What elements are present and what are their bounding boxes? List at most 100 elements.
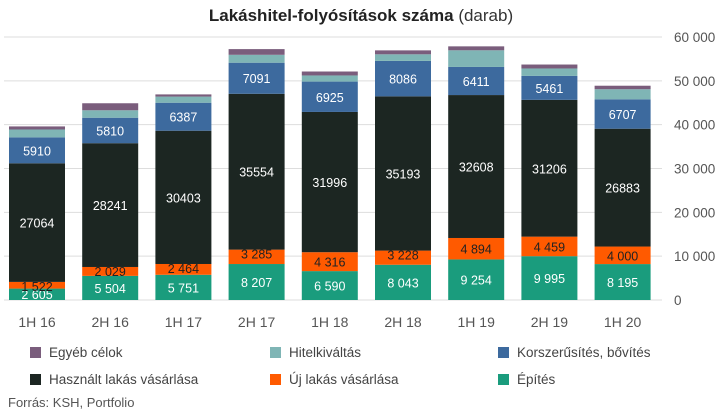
data-label: 35193	[386, 167, 421, 181]
bar-segment	[521, 75, 578, 100]
x-tick-label: 1H 18	[311, 314, 349, 330]
chart-title: Lakáshitel-folyósítások száma (darab)	[0, 6, 722, 26]
legend-swatch	[30, 374, 41, 385]
data-label: 35554	[239, 166, 274, 180]
bar-segment	[228, 62, 285, 94]
bar-segment	[301, 71, 358, 76]
legend-item: Építés	[498, 372, 555, 387]
bar-segment	[594, 99, 651, 129]
bar-segment	[594, 128, 651, 247]
data-label: 5 504	[95, 282, 126, 296]
bar-segment	[301, 75, 358, 82]
legend-label: Korszerűsítés, bővítés	[517, 345, 651, 360]
bar-segment	[82, 275, 139, 300]
legend-label: Használt lakás vásárlása	[49, 372, 199, 387]
y-tick-label: 40 000	[674, 118, 715, 133]
data-label: 4 316	[314, 256, 345, 270]
bar-segment	[375, 54, 431, 61]
data-label: 6411	[463, 75, 490, 89]
data-label: 3 285	[241, 248, 272, 262]
legend-swatch	[270, 374, 281, 385]
y-tick-label: 50 000	[674, 74, 715, 89]
data-label: 5910	[23, 144, 51, 158]
source-note: Forrás: KSH, Portfolio	[8, 395, 135, 410]
data-label: 28241	[93, 199, 128, 213]
bar-segment	[228, 49, 285, 55]
bar-segment	[228, 93, 285, 250]
data-label: 7091	[243, 72, 271, 86]
legend-label: Építés	[517, 372, 556, 387]
bar-segment	[228, 54, 285, 63]
y-tick-label: 30 000	[674, 162, 715, 177]
y-tick-label: 20 000	[674, 205, 715, 220]
chart-title-unit: (darab)	[458, 6, 514, 25]
data-label: 26883	[605, 182, 640, 196]
bars	[9, 46, 651, 300]
axes: 0 10 000 20 000 30 000 40 000 50 000 60 000 1H …	[18, 30, 715, 330]
bar-segment	[375, 264, 431, 300]
bar-segment	[375, 250, 431, 265]
data-label: 3 228	[387, 249, 418, 263]
bar-segment	[155, 94, 212, 97]
bar-segment	[82, 117, 139, 144]
bar-segment	[521, 64, 578, 69]
bar-segment	[9, 137, 65, 164]
data-label: 4 459	[534, 240, 565, 254]
bar-segment	[594, 89, 651, 100]
data-label: 2 464	[168, 262, 199, 276]
legend-item: Korszerűsítés, bővítés	[498, 345, 651, 360]
bar-segment	[9, 129, 65, 138]
chart-title-main: Lakáshitel-folyósítások száma	[208, 6, 454, 25]
legend-item: Hitelkiváltás	[270, 345, 361, 360]
bar-segment	[375, 96, 431, 251]
bar-segment	[375, 60, 431, 97]
bar-segment	[521, 236, 578, 257]
bar-segment	[448, 95, 505, 238]
data-label: 8 207	[241, 276, 272, 290]
bar-segment	[448, 46, 505, 51]
bar-segment	[301, 252, 358, 272]
bar-segment	[155, 96, 212, 103]
bar-segment	[82, 110, 139, 118]
x-tick-label: 1H 16	[18, 314, 56, 330]
bar-segment	[521, 99, 578, 237]
data-label: 30403	[166, 191, 201, 205]
bar-segment	[9, 126, 65, 130]
legend-item: Használt lakás vásárlása	[30, 372, 198, 387]
bar-segment	[228, 249, 285, 265]
x-tick-label: 2H 16	[92, 314, 130, 330]
data-label: 9 995	[534, 272, 565, 286]
bar-segment	[301, 271, 358, 300]
bar-segment	[594, 264, 651, 300]
x-tick-label: 1H 19	[458, 314, 496, 330]
legend-item: Egyéb célok	[30, 345, 123, 360]
bar-segment	[9, 163, 65, 282]
bar-segment	[521, 68, 578, 76]
data-label: 8086	[389, 73, 417, 87]
data-label: 9 254	[461, 274, 492, 288]
bar-segment	[9, 288, 65, 300]
data-label: 2 029	[95, 265, 126, 279]
data-label: 4 894	[461, 243, 492, 257]
bar-segment	[155, 274, 212, 300]
bar-segment	[375, 50, 431, 55]
bar-segment	[448, 237, 505, 260]
bar-segment	[594, 85, 651, 90]
bar-segment	[448, 66, 505, 96]
bar-segment	[448, 259, 505, 300]
y-tick-label: 10 000	[674, 249, 715, 264]
bar-segment	[155, 130, 212, 264]
data-label: 31996	[312, 176, 347, 190]
data-label: 27064	[20, 217, 55, 231]
legend-item: Új lakás vásárlása	[270, 372, 399, 387]
bar-segment	[228, 264, 285, 300]
data-label: 6707	[609, 108, 637, 122]
bar-segment	[82, 266, 139, 276]
data-label: 32608	[459, 161, 494, 175]
data-label: 8 043	[387, 276, 418, 290]
data-label: 6387	[169, 111, 197, 125]
data-label: 31206	[532, 162, 567, 176]
y-tick-label: 0	[674, 293, 682, 308]
